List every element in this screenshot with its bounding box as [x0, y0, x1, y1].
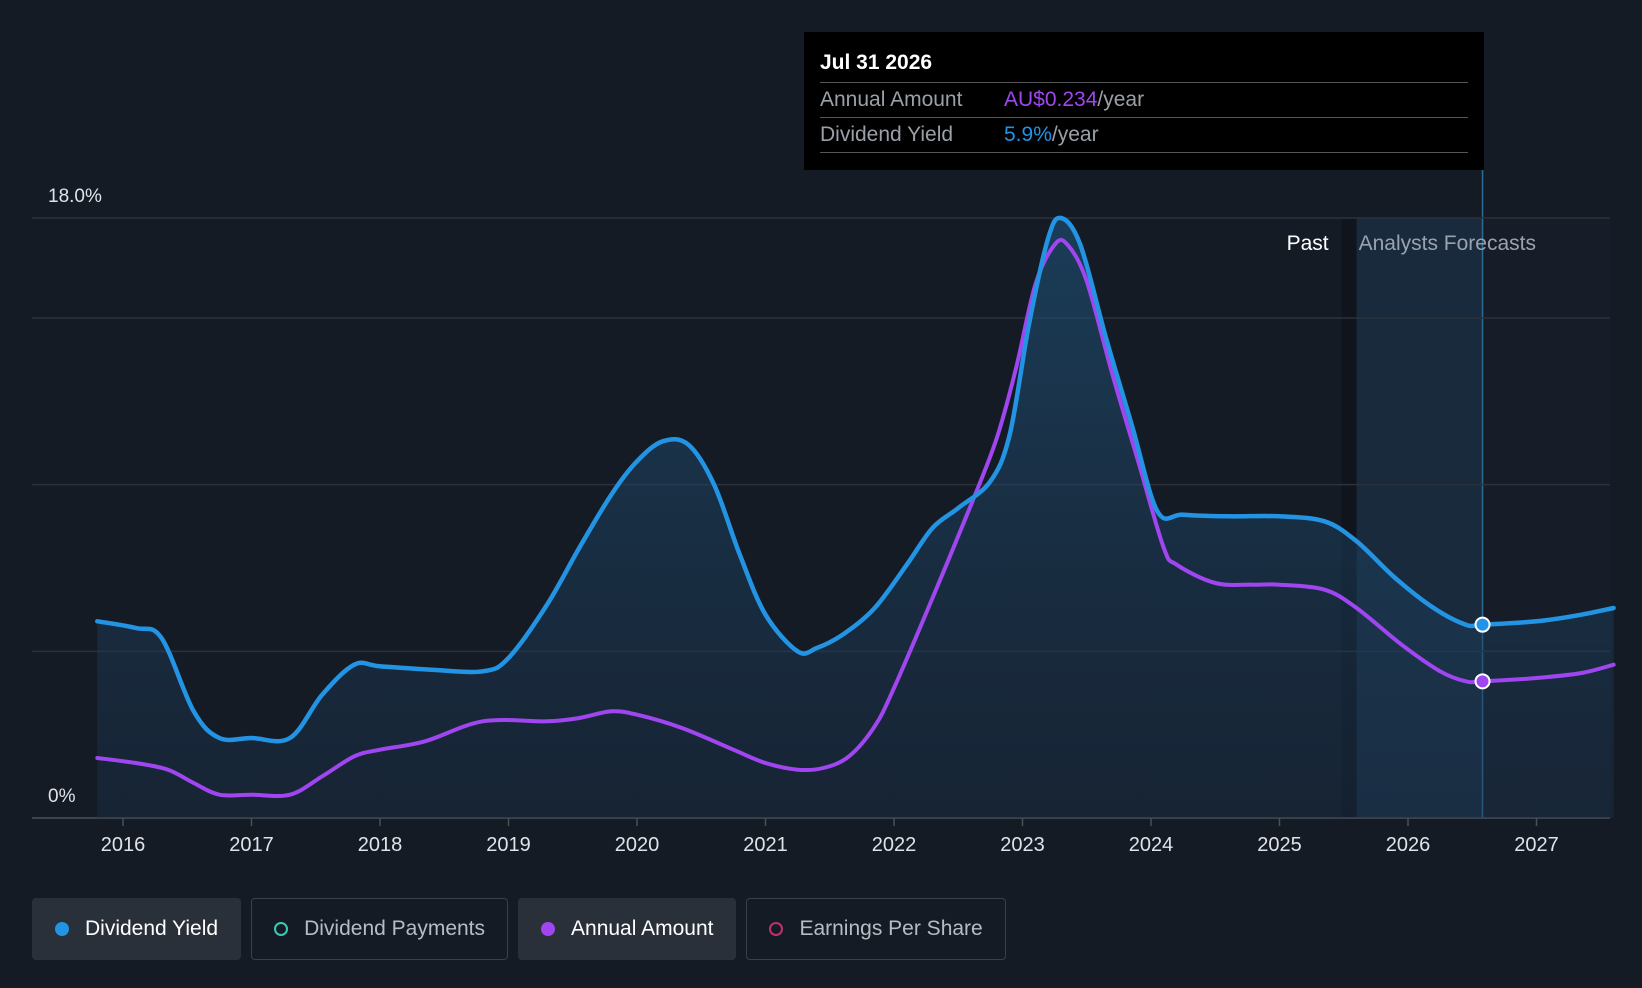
tooltip-row-dividend-yield: Dividend Yield 5.9% /year: [820, 117, 1468, 153]
x-axis-tick-label: 2021: [743, 834, 788, 856]
x-axis-tick-label: 2016: [101, 834, 146, 856]
x-axis-tick-label: 2023: [1000, 834, 1045, 856]
x-axis-tick-label: 2022: [872, 834, 917, 856]
forecast-label: Analysts Forecasts: [1359, 232, 1536, 255]
earnings-per-share-ring-icon: [769, 922, 784, 936]
tooltip-unit: /year: [1097, 88, 1145, 111]
tooltip-date: Jul 31 2026: [820, 51, 933, 74]
dividend-yield-area: [97, 217, 1614, 818]
x-axis-tick-label: 2018: [358, 834, 403, 856]
y-axis-label-top: 18.0%: [48, 186, 102, 207]
annual-amount-dot-icon: [541, 922, 556, 936]
legend-label: Dividend Payments: [304, 917, 486, 940]
annual-amount-line: [95, 237, 1616, 799]
legend-label: Earnings Per Share: [799, 917, 983, 940]
legend-annual-amount-button[interactable]: Annual Amount: [518, 898, 737, 960]
x-axis-tick-label: 2019: [486, 834, 531, 856]
legend-dividend-yield-button[interactable]: Dividend Yield: [32, 898, 242, 960]
chart-tooltip: Jul 31 2026 Annual Amount AU$0.234 /year…: [804, 32, 1484, 170]
x-axis-tick-label: 2020: [615, 834, 660, 856]
dividend-yield-dot-icon: [55, 922, 69, 936]
past-label: Past: [1287, 232, 1329, 255]
x-axis-tick-label: 2026: [1386, 834, 1431, 856]
dividend-payments-ring-icon: [274, 922, 289, 936]
chart-legend: Dividend Yield Dividend Payments Annual …: [32, 898, 1006, 960]
tooltip-unit: /year: [1051, 123, 1099, 146]
x-axis-tick-label: 2025: [1257, 834, 1302, 856]
tooltip-value: AU$0.234: [1004, 88, 1098, 111]
legend-label: Annual Amount: [571, 917, 714, 940]
x-axis-tick-label: 2024: [1129, 834, 1174, 856]
legend-earnings-per-share-button[interactable]: Earnings Per Share: [746, 898, 1006, 960]
tooltip-label: Annual Amount: [820, 88, 963, 111]
x-axis-tick-label: 2017: [229, 834, 274, 856]
tooltip-value: 5.9%: [1004, 123, 1052, 146]
legend-dividend-payments-button[interactable]: Dividend Payments: [251, 898, 509, 960]
legend-label: Dividend Yield: [85, 917, 219, 940]
tooltip-row-annual-amount: Annual Amount AU$0.234 /year: [820, 82, 1468, 117]
x-axis-tick-label: 2027: [1514, 834, 1559, 856]
dividend-yield-marker: [1474, 616, 1491, 633]
tooltip-label: Dividend Yield: [820, 123, 954, 146]
y-axis-label-bottom: 0%: [48, 786, 76, 807]
dividend-yield-line: [95, 215, 1616, 744]
annual-amount-marker: [1474, 673, 1491, 690]
